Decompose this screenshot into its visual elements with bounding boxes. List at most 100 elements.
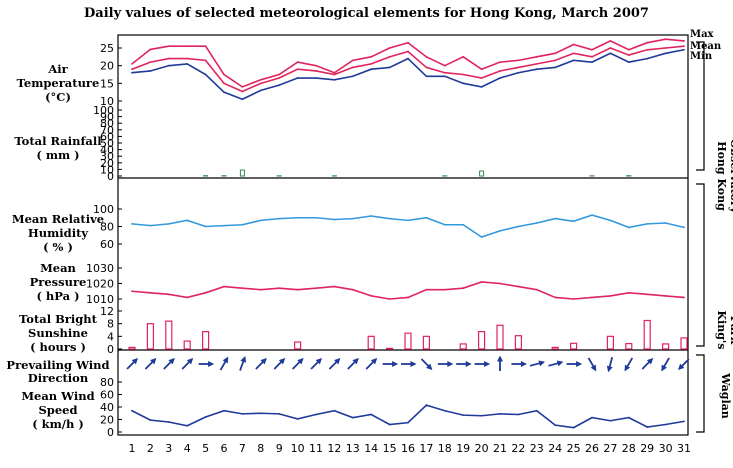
temperature-max-line-point	[407, 41, 409, 44]
pressure-line-point	[131, 290, 133, 293]
sunshine-bar	[478, 330, 486, 350]
temperature-max-line-point	[186, 45, 189, 48]
x-tick-label: 16	[401, 442, 415, 455]
label-humidity: ( % )	[43, 240, 73, 254]
sunshine-bar	[128, 346, 136, 350]
temperature-mean-line-point	[646, 48, 649, 51]
humidity-line-point	[443, 223, 446, 226]
rainfall-ytick-label: 10	[100, 163, 114, 176]
label-pressure: ( hPa )	[36, 289, 79, 303]
temperature-max-line-point	[149, 48, 152, 51]
wind-direction-arrow	[181, 357, 194, 370]
humidity-line-point	[333, 218, 336, 221]
pressure-line-point	[278, 287, 281, 290]
temperature-mean-line-point	[554, 59, 557, 62]
x-tick-label: 6	[221, 442, 228, 455]
wind-speed-line-point	[535, 409, 538, 412]
wind-direction-arrow	[401, 361, 417, 367]
rainfall-ytick-label: 70	[100, 124, 114, 137]
sunshine-bar	[680, 337, 688, 350]
humidity-line-point	[480, 236, 483, 238]
x-tick-label: 8	[257, 442, 264, 455]
temperature-min-line-point	[425, 75, 428, 78]
temperature-mean-line-point	[241, 90, 244, 93]
label-temperature: Temperature	[17, 76, 100, 90]
wind-speed-line-point	[167, 421, 170, 423]
temperature-min-line-point	[333, 78, 336, 81]
wind-speed-line-point	[572, 426, 575, 429]
temperature-mean-line-point	[517, 66, 520, 69]
wind-direction-arrow	[661, 357, 670, 372]
temperature-mean-line-point	[186, 57, 189, 60]
rainfall-ytick-label: 90	[100, 111, 114, 124]
humidity-line-point	[591, 214, 593, 217]
label-sunshine: ( hours )	[30, 340, 86, 354]
wind_speed-ytick-label: 80	[100, 376, 114, 389]
wind-direction-arrow	[606, 357, 614, 373]
sunshine-bar	[551, 346, 559, 350]
humidity-line-point	[462, 223, 465, 226]
humidity-line-point	[315, 216, 317, 219]
temperature-max-line-point	[443, 64, 446, 67]
temperature-min-line-point	[664, 52, 667, 55]
temperature-max-line-point	[591, 48, 593, 51]
x-tick-label: 14	[364, 442, 378, 455]
station-label-waglan: Waglan	[719, 372, 732, 419]
humidity-line-point	[517, 225, 520, 228]
pressure-line-point	[443, 288, 446, 291]
wind-direction-arrow	[273, 357, 286, 370]
panel-labels: 1 2 3 4 5 6 7 8 9 10 11 12 13 14 15 16 17 18 19 20 21 22 23 24 2…	[6, 29, 733, 455]
wind-speed-line-point	[480, 414, 483, 417]
label-wind_speed: Speed	[38, 403, 77, 417]
humidity-line-point	[627, 226, 630, 229]
pressure-line-point	[646, 293, 649, 296]
pressure-line-point	[259, 288, 262, 291]
temperature-max-line-point	[609, 40, 612, 42]
wind-direction-arrow	[239, 356, 247, 371]
temperature-mean-line-point	[204, 59, 207, 62]
wind-direction-arrow	[198, 361, 215, 367]
temperature-ytick-label: 20	[100, 60, 114, 73]
wind-speed-line-point	[554, 424, 557, 427]
chart-frame	[117, 34, 705, 436]
wind-speed-line-point	[517, 413, 520, 416]
x-tick-label: 10	[291, 442, 305, 455]
temperature-min-line-point	[186, 63, 189, 65]
wind-speed-line-point	[443, 409, 446, 412]
wind-direction-arrow	[365, 357, 378, 370]
rainfall-bar	[239, 169, 245, 177]
wind-speed-line-point	[370, 413, 373, 416]
temperature-max-line-point	[333, 71, 336, 74]
label-humidity: Humidity	[28, 226, 88, 240]
wind-speed-line-point	[259, 412, 262, 415]
x-tick-label: 23	[530, 442, 544, 455]
wind-direction-arrow	[382, 361, 399, 367]
humidity-line-point	[204, 225, 207, 228]
rainfall-ytick-label: 40	[100, 144, 114, 157]
label-temperature: Air	[47, 62, 68, 76]
pressure-line-point	[333, 285, 336, 288]
temperature-mean-line-point	[480, 77, 483, 79]
temperature-mean-line-point	[499, 70, 501, 72]
humidity-line-point	[388, 217, 391, 220]
x-tick-label: 30	[659, 442, 673, 455]
wind-direction-arrow	[126, 357, 139, 370]
temperature-max-line-point	[664, 38, 667, 41]
wind-speed-line-point	[609, 419, 612, 422]
temperature-max-line-point	[554, 52, 557, 55]
humidity-line-point	[131, 222, 133, 225]
pressure-line-point	[204, 291, 207, 294]
temperature-max-line-point	[315, 64, 317, 67]
sunshine-ytick-label: 8	[107, 318, 114, 331]
wind-direction-arrow	[163, 357, 175, 370]
temperature-ytick-label: 25	[100, 42, 114, 55]
temperature-mean-line-point	[443, 71, 446, 74]
station-label-hko: Hong Kong	[715, 141, 728, 211]
temperature-mean-line-point	[259, 82, 262, 85]
pressure-line-point	[241, 287, 244, 290]
temperature-min-line-point	[259, 89, 262, 92]
wind-speed-line-point	[499, 412, 501, 415]
pressure-line-point	[627, 291, 630, 294]
temperature-max-line-point	[517, 59, 520, 62]
humidity-line-point	[664, 222, 667, 224]
